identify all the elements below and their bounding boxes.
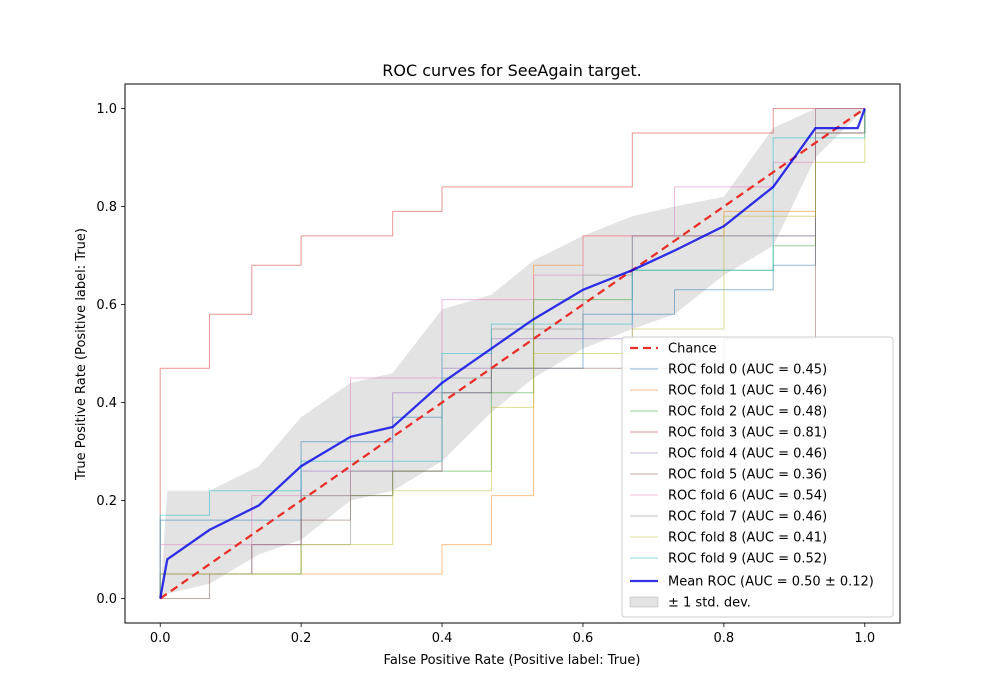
legend-entry-label: ROC fold 9 (AUC = 0.52)	[668, 552, 827, 567]
legend-entry-label: ROC fold 8 (AUC = 0.41)	[668, 531, 827, 546]
legend-entry-label: ROC fold 7 (AUC = 0.46)	[668, 510, 827, 525]
axis-ticks: 0.0 0.2 0.4 0.6 0.8 1.0 0.0 0.2 0.4 0.6 0.8 1.0	[96, 102, 875, 646]
x-tick-label: 0.6	[573, 631, 594, 646]
x-axis-label: False Positive Rate (Positive label: Tru…	[384, 653, 641, 668]
y-tick-label: 0.0	[96, 592, 117, 607]
x-tick-label: 0.2	[291, 631, 312, 646]
x-tick-label: 0.0	[150, 631, 171, 646]
legend-entry-label: ROC fold 4 (AUC = 0.46)	[668, 447, 827, 462]
legend-entry-label: ROC fold 3 (AUC = 0.81)	[668, 426, 827, 441]
x-tick-label: 0.8	[714, 631, 735, 646]
y-tick-label: 0.4	[96, 396, 117, 411]
legend-entry-label: ROC fold 5 (AUC = 0.36)	[668, 468, 827, 483]
legend-entry-label: Chance	[668, 342, 717, 357]
x-tick-label: 1.0	[854, 631, 875, 646]
y-axis-label: True Positive Rate (Positive label: True…	[74, 228, 89, 481]
y-tick-label: 0.6	[96, 298, 117, 313]
legend-box	[621, 336, 894, 618]
chance-line	[159, 107, 866, 600]
legend: Chance ROC fold 0 (AUC = 0.45) ROC fold 1 …	[621, 336, 894, 618]
plot-area	[159, 107, 866, 600]
legend-entry-label: ROC fold 2 (AUC = 0.48)	[668, 405, 827, 420]
y-tick-label: 0.8	[96, 200, 117, 215]
y-tick-label: 0.2	[96, 494, 117, 509]
roc-fold-3-line	[159, 108, 865, 599]
mean-roc-line	[159, 108, 866, 599]
y-tick-label: 1.0	[96, 102, 117, 117]
legend-handle-std-band	[629, 596, 659, 608]
legend-entry-label: ROC fold 1 (AUC = 0.46)	[668, 384, 827, 399]
legend-entry-label: Mean ROC (AUC = 0.50 ± 0.12)	[668, 575, 874, 590]
legend-entry-label: ± 1 std. dev.	[668, 596, 751, 611]
x-tick-label: 0.4	[432, 631, 453, 646]
legend-entry-label: ROC fold 6 (AUC = 0.54)	[668, 489, 827, 504]
roc-fold-9-line	[159, 108, 866, 599]
legend-entry-label: ROC fold 0 (AUC = 0.45)	[668, 363, 827, 378]
axes-frame	[124, 83, 901, 624]
chart-title: ROC curves for SeeAgain target.	[382, 61, 641, 80]
roc-fold-8-line	[159, 108, 866, 599]
